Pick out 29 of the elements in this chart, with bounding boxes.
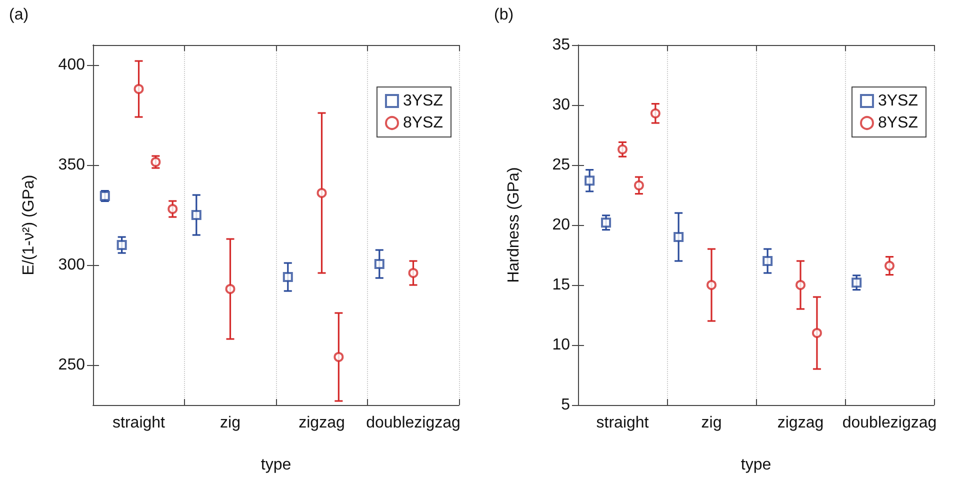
x-tick-label: zigzag [777, 414, 824, 432]
legend-label: 3YSZ [402, 92, 444, 110]
x-axis-title: type [740, 456, 772, 474]
x-tick-label: zigzag [298, 414, 345, 432]
x-axis-title: type [260, 456, 292, 474]
y-tick-label: 35 [552, 36, 570, 54]
x-tick-label: zig [220, 414, 240, 432]
y-tick-label: 5 [561, 396, 570, 414]
x-tick-label: doublezigzag [366, 414, 460, 432]
y-tick-label: 30 [552, 96, 570, 114]
x-tick-label: straight [112, 414, 166, 432]
legend-label: 8YSZ [402, 114, 444, 132]
chart-title: (a) [9, 6, 29, 24]
y-tick-label: 250 [58, 356, 86, 374]
y-tick-label: 25 [552, 156, 570, 174]
y-tick-label: 300 [58, 256, 86, 274]
y-axis-title: E/(1-ν²) (GPa) [20, 174, 38, 276]
y-axis-title: Hardness (GPa) [506, 167, 522, 283]
chart-title: (b) [494, 6, 514, 24]
y-tick-label: 350 [58, 156, 86, 174]
x-tick-label: straight [596, 414, 650, 432]
y-tick-label: 10 [552, 336, 570, 354]
legend-label: 8YSZ [878, 114, 918, 132]
y-tick-label: 15 [552, 276, 570, 294]
x-tick-label: doublezigzag [842, 414, 937, 432]
x-tick-label: zig [701, 414, 722, 432]
y-tick-label: 400 [58, 56, 86, 74]
legend-label: 3YSZ [878, 92, 918, 110]
y-tick-label: 20 [552, 216, 570, 234]
